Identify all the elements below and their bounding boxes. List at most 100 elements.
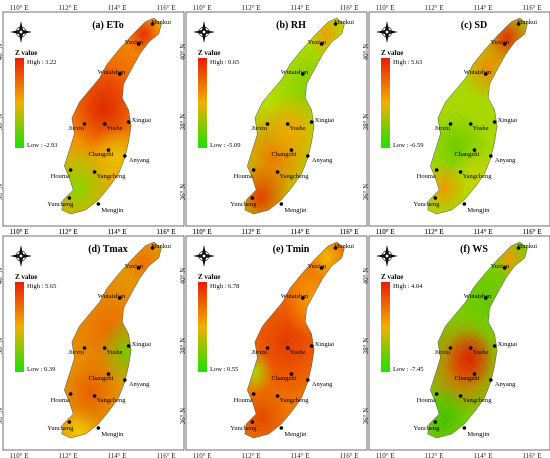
station-marker (68, 168, 73, 172)
station-label: Hunkui (518, 243, 538, 250)
legend-title: Z value (15, 49, 37, 57)
station-label: Hunkui (335, 243, 355, 250)
station-label: Xingtai (498, 117, 518, 124)
legend-title: Z value (198, 273, 220, 281)
station-label: Changzhi (88, 151, 113, 158)
station-marker (117, 72, 122, 76)
lon-label-top: 112° E (58, 4, 77, 12)
station-label: Houma (234, 173, 253, 180)
station-label: Anyang (129, 381, 150, 388)
lon-label-top: 116° E (339, 4, 358, 12)
region-outline (244, 241, 345, 439)
station-label: Yushe (290, 125, 306, 132)
legend-high: High : 4.04 (393, 283, 423, 290)
station-marker (289, 148, 294, 152)
station-marker (279, 202, 284, 206)
legend-high: High : 5.63 (393, 59, 422, 66)
station-marker (489, 154, 493, 158)
lat-label: 38° N (179, 114, 187, 131)
map-panel: 110° E 110° E 112° E 112° E 114° E 114° E 116°… (362, 228, 550, 458)
lat-label: 36° N (179, 184, 187, 201)
lon-label-top: 114° E (107, 228, 126, 236)
station-label: Changzhi (454, 375, 479, 382)
station-label: Yangcheng (97, 173, 127, 180)
station-label: Yuncheng (47, 425, 74, 432)
lat-label: 40° N (362, 268, 370, 285)
station-marker (265, 122, 270, 126)
station-label: Anyang (129, 157, 150, 164)
station-label: Xingtai (315, 341, 335, 348)
lon-label-top: 110° E (192, 4, 211, 12)
legend-high: High : 6.78 (210, 283, 239, 290)
station-label: Anyang (312, 157, 333, 164)
station-marker (319, 42, 324, 46)
station-label: Yangcheng (280, 397, 310, 404)
station-marker (123, 154, 127, 158)
station-marker (483, 72, 488, 76)
station-label: Wutaishan (98, 293, 126, 300)
station-label: Hunkui (518, 19, 538, 26)
region-outline (244, 17, 345, 215)
legend-color-ramp (15, 58, 24, 148)
station-marker (309, 344, 314, 348)
lat-label: 40° N (0, 44, 4, 61)
legend-color-ramp (381, 58, 390, 148)
station-label: Yangcheng (463, 397, 493, 404)
station-marker (516, 246, 521, 250)
station-label: Changzhi (271, 375, 296, 382)
lon-label-bottom: 116° E (522, 228, 541, 236)
station-label: Yuxian (125, 39, 144, 46)
north-arrow-icon (193, 21, 215, 43)
station-label: Mengjin (101, 431, 124, 438)
lon-label-top: 110° E (9, 228, 28, 236)
station-marker (472, 372, 477, 376)
north-arrow-icon (376, 21, 398, 43)
station-marker (483, 296, 488, 300)
station-marker (250, 196, 255, 200)
lat-label: 36° N (0, 184, 4, 201)
station-marker (106, 372, 111, 376)
station-label: Anyang (495, 381, 516, 388)
lon-label-bottom: 110° E (9, 452, 28, 458)
lon-label-top: 112° E (241, 4, 260, 12)
station-marker (433, 196, 438, 200)
station-label: Yuncheng (230, 425, 257, 432)
map-panel: 110° E 110° E 112° E 112° E 114° E 114° E 116°… (362, 4, 550, 236)
station-marker (309, 120, 314, 124)
station-marker (92, 394, 97, 398)
station-marker (458, 170, 463, 174)
station-label: Houma (51, 173, 70, 180)
station-label: Hunkui (152, 243, 172, 250)
legend-low: Low : -6.59 (393, 142, 424, 149)
station-label: Yuxian (125, 263, 144, 270)
station-marker (462, 202, 467, 206)
station-label: Jiexiu (69, 349, 85, 356)
legend-title: Z value (381, 49, 403, 57)
station-marker (306, 154, 310, 158)
lat-label: 40° N (362, 44, 370, 61)
legend-color-ramp (198, 282, 207, 372)
legend-high: High : 3.22 (27, 59, 56, 66)
station-marker (434, 168, 439, 172)
lon-label-bottom: 110° E (375, 228, 394, 236)
lat-label: 40° N (0, 268, 4, 285)
station-label: Yangcheng (463, 173, 493, 180)
legend-low: Low : -7.45 (393, 366, 424, 373)
station-marker (333, 246, 338, 250)
map-panel: 110° E 110° E 112° E 112° E 114° E 114° E 116°… (179, 4, 368, 236)
legend-color-ramp (15, 282, 24, 372)
station-marker (285, 346, 290, 350)
lon-label-bottom: 110° E (192, 452, 211, 458)
panel-title: (c) SD (461, 20, 487, 31)
station-marker (92, 170, 97, 174)
lon-label-bottom: 116° E (339, 228, 358, 236)
station-label: Xingtai (132, 341, 152, 348)
lon-label-top: 112° E (58, 228, 77, 236)
lat-label: 38° N (362, 114, 370, 131)
station-marker (319, 266, 324, 270)
lon-label-bottom: 114° E (290, 228, 309, 236)
legend-title: Z value (15, 273, 37, 281)
station-label: Jiexiu (435, 349, 451, 356)
lon-label-bottom: 112° E (424, 228, 443, 236)
